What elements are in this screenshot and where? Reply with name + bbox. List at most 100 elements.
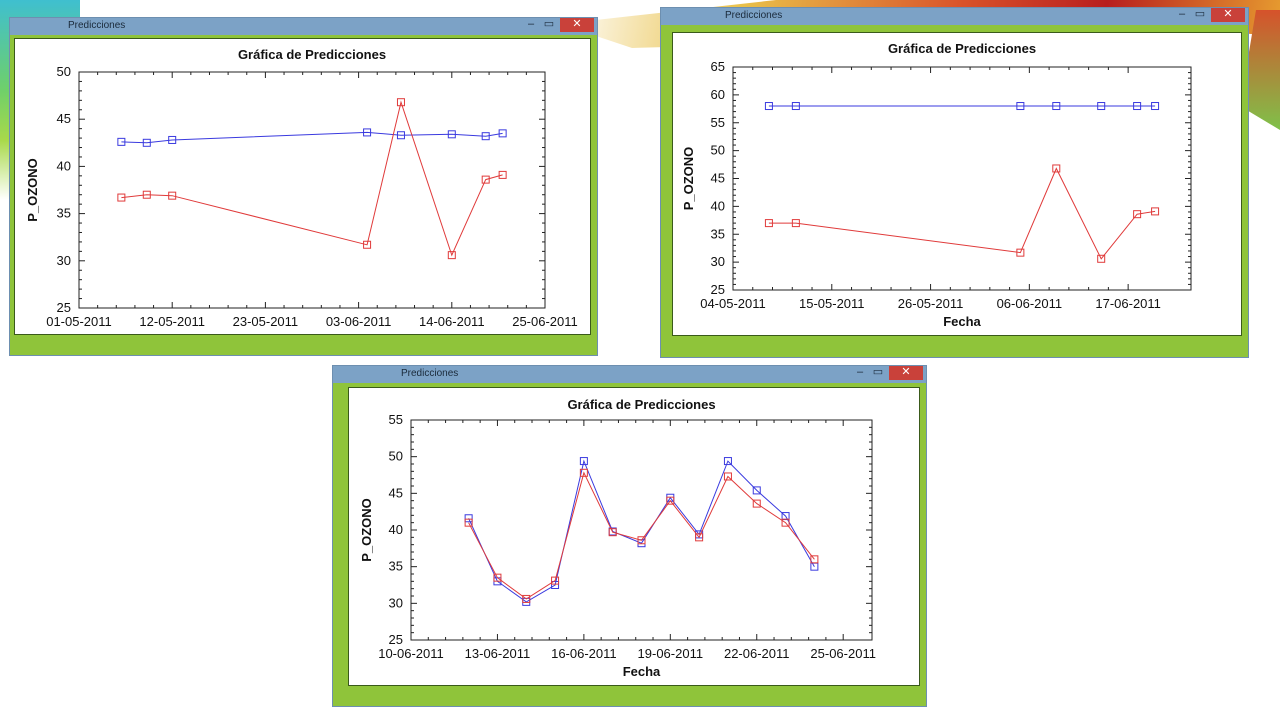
minimize-button[interactable]: – (527, 18, 535, 30)
x-tick-label: 06-06-2011 (997, 296, 1063, 311)
y-tick-label: 50 (389, 449, 403, 464)
series-2-point (810, 555, 819, 564)
maximize-button[interactable]: ▭ (543, 18, 555, 30)
x-tick-label: 04-05-2011 (700, 296, 766, 311)
series-1-point (363, 128, 372, 137)
series-2-point (447, 251, 456, 260)
series-1-point (481, 132, 490, 141)
series-2-point (608, 528, 617, 537)
series-2-line (121, 100, 503, 257)
series-1-point (142, 138, 151, 147)
predicciones-window-3[interactable]: Predicciones – ▭ ✕ Gráfica de Prediccion… (332, 365, 927, 707)
series-2-point (117, 193, 126, 202)
x-tick-label: 10-06-2011 (378, 646, 444, 661)
y-tick-label: 50 (57, 64, 71, 79)
y-tick-label: 45 (711, 171, 725, 186)
series-1-point (764, 102, 773, 111)
close-button[interactable]: ✕ (560, 18, 594, 32)
series-1-point (752, 486, 761, 495)
x-tick-label: 12-05-2011 (139, 314, 205, 329)
window-titlebar[interactable]: Predicciones – ▭ ✕ (333, 366, 926, 383)
series-1-line (468, 459, 815, 603)
y-tick-label: 60 (711, 87, 725, 102)
series-2-point (637, 536, 646, 545)
series-2-point (464, 518, 473, 527)
series-1-point (723, 457, 732, 466)
window-title: Predicciones (725, 10, 783, 21)
ozone-prediction-chart-3: Gráfica de Predicciones 25 30 35 40 45 50 55 10-… (359, 397, 876, 679)
maximize-button[interactable]: ▭ (872, 366, 884, 378)
plot-panel: Gráfica de Predicciones 25 30 35 40 45 50 01-05… (14, 38, 591, 347)
y-tick-label: 25 (389, 632, 403, 647)
series-2-point (522, 594, 531, 603)
series-2-point (1052, 164, 1061, 173)
x-axis-label: Fecha (293, 332, 331, 334)
maximize-button[interactable]: ▭ (1194, 8, 1206, 20)
x-tick-label: 03-06-2011 (326, 314, 392, 329)
series-2-point (1097, 254, 1106, 263)
plot-area (78, 71, 546, 309)
series-2-point (764, 219, 773, 228)
series-2-point (752, 499, 761, 508)
x-tick-label: 19-06-2011 (638, 646, 704, 661)
window-titlebar[interactable]: Predicciones – ▭ ✕ (661, 8, 1248, 25)
series-2-point (1133, 210, 1142, 219)
x-tick-label: 01-05-2011 (46, 314, 112, 329)
window-title: Predicciones (401, 368, 459, 379)
series-1-point (396, 131, 405, 140)
series-1-point (551, 581, 560, 589)
y-axis-label: P_OZONO (359, 498, 374, 562)
series-2-point (695, 533, 704, 542)
y-tick-label: 40 (57, 158, 71, 173)
predicciones-window-2[interactable]: Predicciones – ▭ ✕ Gráfica de Prediccion… (660, 7, 1249, 358)
close-button[interactable]: ✕ (1211, 8, 1245, 22)
series-2-point (666, 496, 675, 505)
x-tick-label: 25-06-2011 (810, 646, 876, 661)
chart-title: Gráfica de Predicciones (567, 397, 715, 412)
window-title: Predicciones (68, 20, 126, 31)
series-2-point (481, 175, 490, 184)
series-2-point (396, 98, 405, 107)
y-tick-label: 35 (57, 206, 71, 221)
y-tick-label: 35 (711, 226, 725, 241)
x-axis-label: Fecha (943, 314, 981, 329)
chart-title: Gráfica de Predicciones (888, 41, 1036, 56)
plot-area (732, 66, 1192, 291)
x-tick-label: 22-06-2011 (724, 646, 790, 661)
series-1-point (117, 137, 126, 146)
series-1-point (1016, 102, 1025, 111)
series-1-point (579, 457, 588, 466)
y-tick-label: 65 (711, 59, 725, 74)
series-2-point (142, 190, 151, 199)
series-1-point (447, 130, 456, 139)
series-1-point (498, 129, 507, 138)
series-2-point (498, 170, 507, 179)
y-tick-label: 40 (711, 198, 725, 213)
x-tick-label: 25-06-2011 (512, 314, 578, 329)
x-tick-label: 15-05-2011 (799, 296, 865, 311)
series-2-point (363, 240, 372, 249)
y-tick-label: 30 (389, 595, 403, 610)
window-titlebar[interactable]: Predicciones – ▭ ✕ (10, 18, 597, 35)
x-tick-label: 17-06-2011 (1095, 296, 1161, 311)
x-tick-label: 26-05-2011 (898, 296, 964, 311)
series-1-point (1151, 102, 1160, 111)
plot-panel: Gráfica de Predicciones 25 30 35 40 45 50 55 10-… (348, 387, 920, 686)
y-tick-label: 25 (57, 300, 71, 315)
y-tick-label: 45 (57, 111, 71, 126)
minimize-button[interactable]: – (1178, 8, 1186, 20)
series-2-point (791, 219, 800, 228)
y-tick-label: 45 (389, 485, 403, 500)
series-2-line (468, 471, 815, 600)
series-2-point (493, 573, 502, 582)
series-2-point (1151, 207, 1160, 216)
minimize-button[interactable]: – (856, 366, 864, 378)
series-2-point (579, 468, 588, 477)
close-button[interactable]: ✕ (889, 366, 923, 380)
series-2-point (781, 518, 790, 527)
y-tick-label: 55 (389, 412, 403, 427)
predicciones-window-1[interactable]: Predicciones – ▭ ✕ Gráfica de Prediccion… (9, 17, 598, 356)
y-tick-label: 30 (711, 254, 725, 269)
series-1-point (1052, 102, 1061, 111)
y-tick-label: 50 (711, 143, 725, 158)
